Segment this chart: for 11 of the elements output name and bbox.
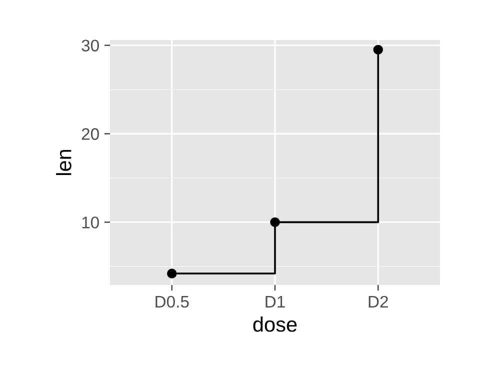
y-tick-label: 10 [82, 216, 99, 228]
point [270, 217, 280, 228]
y-tick-label: 30 [82, 40, 99, 52]
point [167, 268, 177, 278]
x-tick-label: D2 [368, 296, 388, 308]
y-tick-label: 20 [82, 128, 99, 140]
point [373, 44, 383, 55]
x-tick-label: D1 [266, 296, 285, 308]
x-axis-title: dose [253, 316, 297, 332]
x-tick-label: D0.5 [156, 296, 189, 308]
y-axis-title: len [56, 150, 72, 175]
